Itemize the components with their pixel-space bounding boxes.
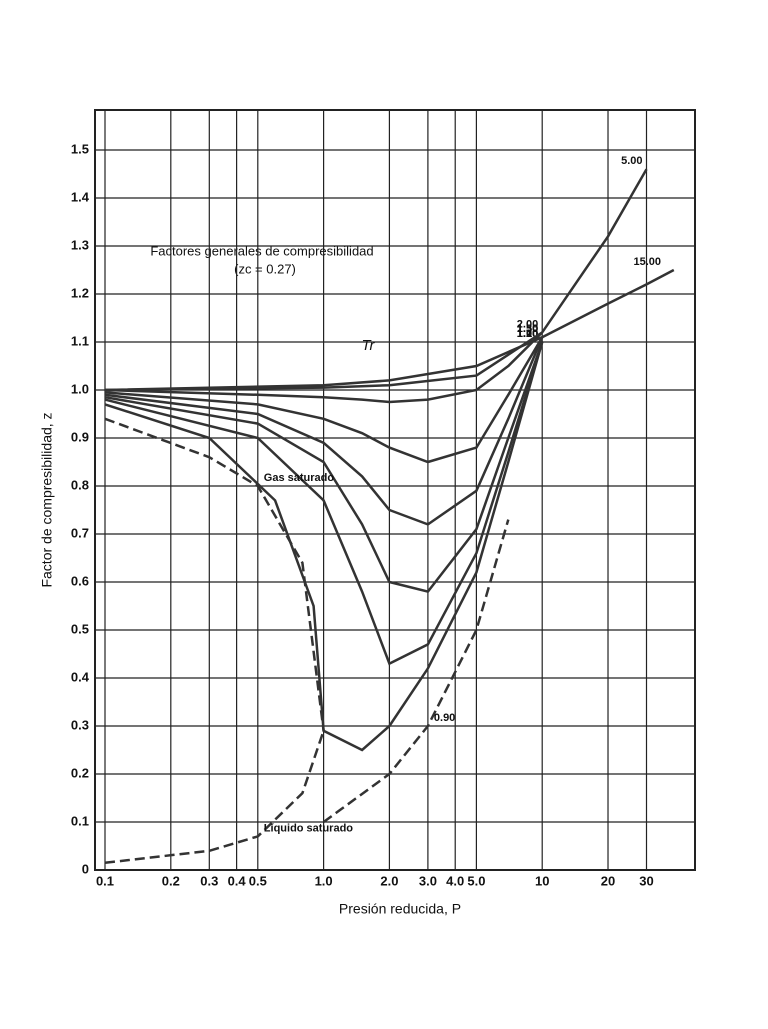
series-label: 15.00 [633,256,661,268]
series-line [104,341,544,666]
y-tick-label: 1.2 [71,285,89,300]
x-tick-label: 1.0 [315,873,333,888]
y-tick-label: 1.3 [71,237,89,252]
chart-title: Factores generales de compresibilidad [150,243,373,258]
y-tick-label: 0.7 [71,525,89,540]
series-label: 5.00 [621,155,642,167]
series-label: 0.90 [434,712,455,724]
series-line [104,331,544,404]
x-tick-label: 2.0 [380,873,398,888]
series-label: 1.00 [517,328,538,340]
x-axis-label: Presión reducida, P [339,901,461,917]
series-line [104,336,544,464]
series-line [104,341,544,594]
series-label: Líquido saturado [264,822,354,834]
x-tick-label: 5.0 [467,873,485,888]
y-tick-label: 1.1 [71,333,89,348]
series-label: 1.30 [517,323,538,335]
series-line [104,168,648,392]
x-tick-label: 0.2 [162,873,180,888]
y-tick-label: 0.8 [71,477,89,492]
series-label: Gas saturado [264,472,335,484]
series-line [104,341,544,752]
y-tick-label: 0.2 [71,765,89,780]
x-tick-label: 0.1 [96,873,114,888]
x-tick-label: 20 [601,873,615,888]
series-line [322,519,510,824]
x-tick-label: 10 [535,873,549,888]
series-label: 1.20 [517,328,538,340]
chart-subtitle: (zc = 0.27) [234,261,296,276]
x-tick-label: 4.0 [446,873,464,888]
y-tick-label: 0.9 [71,429,89,444]
series-line [104,730,325,865]
y-tick-label: 0.4 [71,669,90,684]
y-tick-label: 1.4 [71,189,90,204]
y-tick-label: 1.0 [71,381,89,396]
x-tick-label: 3.0 [419,873,437,888]
x-tick-label: 0.3 [200,873,218,888]
annotation: Tr [361,337,375,354]
y-tick-label: 0.3 [71,717,89,732]
y-tick-label: 0 [82,861,89,876]
y-tick-label: 0.6 [71,573,89,588]
series-line [104,268,675,392]
y-tick-label: 0.1 [71,813,89,828]
series-label: 2.00 [517,318,538,330]
y-tick-label: 0.5 [71,621,89,636]
series-label: 1.10 [517,328,538,340]
x-tick-label: 0.5 [249,873,267,888]
series-line [104,417,325,731]
x-tick-label: 0.4 [228,873,247,888]
y-axis-label: Factor de compresibilidad, z [39,412,55,587]
series-line [104,336,544,526]
series-label: 1.50 [517,323,538,335]
x-tick-label: 30 [639,873,653,888]
y-tick-label: 1.5 [71,141,89,156]
